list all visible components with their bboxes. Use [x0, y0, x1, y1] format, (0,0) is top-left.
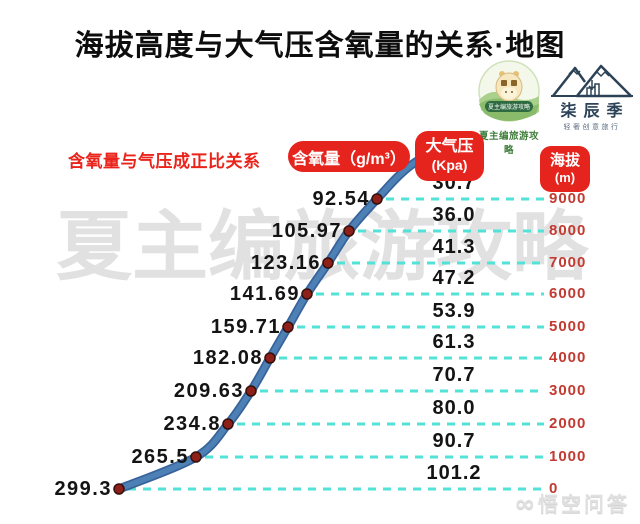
- data-point-dot: [322, 257, 334, 269]
- data-point-dot: [113, 483, 125, 495]
- curve-outline: [114, 133, 461, 494]
- pressure-column-badge: 大气压 (Kpa): [415, 131, 484, 181]
- oxygen-column-label: 含氧量（g/m³）: [292, 150, 406, 168]
- data-point-dot: [222, 418, 234, 430]
- giraffe-logo-icon: 夏主编旅游攻略: [478, 60, 540, 122]
- wukong-watermark: ∞ 悟空问答: [515, 488, 630, 517]
- mountain-logo-icon: [551, 64, 633, 98]
- curve-line: [116, 135, 459, 492]
- oxygen-column-badge: 含氧量（g/m³）: [288, 141, 410, 172]
- altitude-column-badge: 海拔 (m): [540, 146, 590, 192]
- altitude-column-label: 海拔: [549, 151, 580, 169]
- publisher-logo-caption: 夏主编旅游攻略: [478, 131, 539, 156]
- data-point-dot: [371, 193, 383, 205]
- data-point-dot: [282, 321, 294, 333]
- brand-logo-subtitle: 轻奢创意旅行: [563, 124, 621, 131]
- brand-logo-title: 柒辰季: [560, 103, 630, 120]
- brand-logo: 柒辰季 轻奢创意旅行: [546, 62, 638, 132]
- data-point-dot: [245, 385, 257, 397]
- pressure-column-unit: (Kpa): [431, 157, 468, 174]
- page-title: 海拔高度与大气压含氧量的关系·地图: [74, 30, 566, 62]
- pressure-column-label: 大气压: [425, 138, 474, 156]
- altitude-column-unit: (m): [554, 170, 576, 186]
- publisher-logo: 夏主编旅游攻略 夏主编旅游攻略: [477, 60, 541, 156]
- infinity-logo-icon: ∞: [515, 487, 534, 518]
- logo-banner-text: 夏主编旅游攻略: [488, 103, 530, 111]
- data-point-dot: [301, 288, 313, 300]
- data-point-dot: [264, 352, 276, 364]
- data-point-dot: [343, 225, 355, 237]
- wukong-watermark-text: 悟空问答: [538, 494, 630, 516]
- data-point-dot: [190, 451, 202, 463]
- proportional-note: 含氧量与气压成正比关系: [68, 152, 261, 171]
